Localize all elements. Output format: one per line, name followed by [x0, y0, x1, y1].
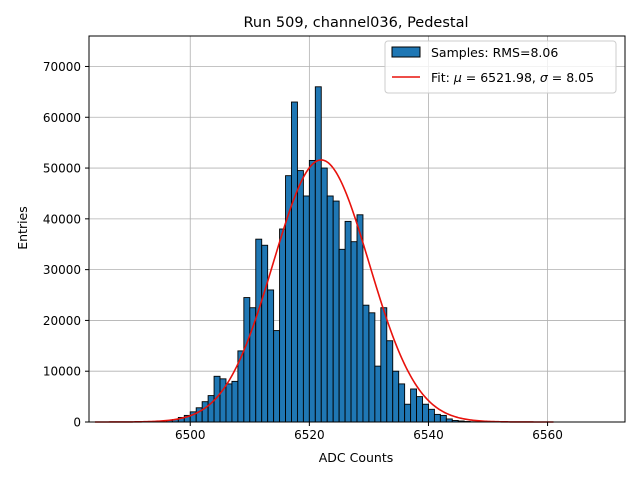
legend-fit-mu-symbol: μ — [453, 70, 462, 85]
y-tick-label: 50000 — [43, 162, 81, 176]
legend: Samples: RMS=8.06 Fit: μ = 6521.98, σ = … — [384, 40, 617, 94]
histogram-bar — [296, 170, 304, 423]
histogram-bar — [308, 159, 316, 423]
legend-fit-label: Fit: μ = 6521.98, σ = 8.05 — [431, 70, 594, 85]
histogram-bar — [404, 403, 412, 423]
histogram-bar — [398, 383, 406, 423]
y-tick-label: 10000 — [43, 365, 81, 379]
legend-box — [384, 40, 617, 94]
x-tick-label: 6560 — [532, 428, 563, 442]
histogram-bar — [422, 403, 429, 423]
x-tick-label: 6500 — [175, 428, 206, 442]
y-tick-label: 0 — [73, 416, 81, 430]
histogram-bar — [207, 395, 215, 423]
histogram-bar — [380, 307, 388, 423]
y-tick-label: 20000 — [43, 314, 81, 328]
x-tick-label: 6520 — [294, 428, 325, 442]
histogram-bar — [362, 304, 370, 423]
fit-curve — [94, 159, 554, 423]
histogram-bar — [416, 396, 423, 423]
histogram-bar — [344, 220, 352, 423]
histogram-bar — [302, 195, 310, 423]
histogram-bar — [219, 378, 227, 423]
histogram-bar — [386, 340, 394, 423]
histogram-bar — [368, 312, 376, 423]
histogram-bar — [410, 388, 418, 423]
legend-fit-prefix: Fit: — [431, 70, 454, 85]
x-axis-label: ADC Counts — [319, 450, 394, 465]
plot-frame — [88, 35, 626, 423]
histogram-bar — [350, 241, 358, 423]
histogram-bar — [225, 383, 233, 423]
legend-fit-sigma-symbol: σ — [540, 70, 549, 85]
histogram-bar — [332, 200, 340, 423]
y-axis-label: Entries — [15, 206, 30, 250]
y-axis-ticks: 0 10000 20000 30000 40000 50000 60000 70000 — [43, 60, 89, 430]
histogram-bar — [392, 370, 400, 423]
histogram-bar — [439, 414, 447, 423]
histogram-bar — [255, 238, 263, 423]
legend-histogram-label: Samples: RMS=8.06 — [431, 45, 558, 60]
histogram-bar — [291, 101, 298, 423]
legend-histogram-swatch — [391, 46, 421, 58]
histogram-bar — [267, 289, 275, 423]
histogram-bar — [243, 297, 251, 423]
histogram-bar — [320, 167, 328, 423]
histogram-bar — [314, 86, 322, 423]
legend-fit-sigma-value: = 8.05 — [548, 70, 594, 85]
histogram-bar — [231, 380, 239, 423]
histogram-bar — [201, 401, 209, 423]
x-tick-label: 6540 — [413, 428, 444, 442]
histogram-bar — [374, 365, 382, 423]
histogram-bar — [279, 228, 286, 423]
histogram-bar — [326, 195, 334, 423]
legend-fit-mu-value: = 6521.98, — [462, 70, 540, 85]
histogram-bar — [433, 413, 441, 423]
y-tick-label: 40000 — [43, 212, 81, 226]
y-tick-label: 30000 — [43, 263, 81, 277]
x-axis-ticks: 6500 6520 6540 6560 — [175, 422, 563, 442]
y-tick-label: 60000 — [43, 111, 81, 125]
histogram-bars — [165, 86, 483, 423]
histogram-bar — [338, 248, 346, 423]
histogram-bar — [261, 244, 269, 423]
histogram-bar — [428, 408, 435, 423]
y-tick-label: 70000 — [43, 60, 81, 74]
histogram-bar — [273, 330, 281, 423]
chart-title: Run 509, channel036, Pedestal — [243, 15, 468, 31]
histogram-bar — [356, 214, 364, 423]
